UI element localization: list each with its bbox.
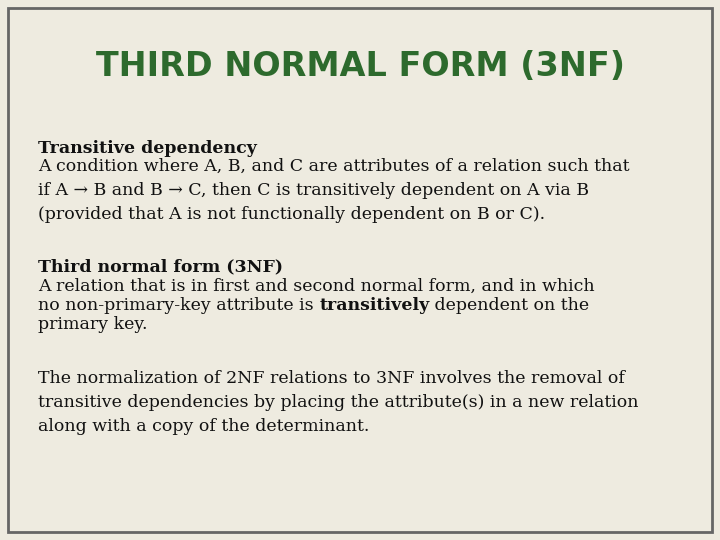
Text: Third normal form (3NF): Third normal form (3NF) xyxy=(38,258,283,275)
Text: transitively: transitively xyxy=(319,297,429,314)
Text: THIRD NORMAL FORM (3NF): THIRD NORMAL FORM (3NF) xyxy=(96,50,624,83)
Text: primary key.: primary key. xyxy=(38,316,148,333)
FancyBboxPatch shape xyxy=(8,8,712,532)
Text: dependent on the: dependent on the xyxy=(429,297,590,314)
Text: no non-primary-key attribute is: no non-primary-key attribute is xyxy=(38,297,319,314)
Text: A condition where A, B, and C are attributes of a relation such that
if A → B an: A condition where A, B, and C are attrib… xyxy=(38,158,629,224)
Text: The normalization of 2NF relations to 3NF involves the removal of
transitive dep: The normalization of 2NF relations to 3N… xyxy=(38,370,639,435)
Text: A relation that is in first and second normal form, and in which: A relation that is in first and second n… xyxy=(38,278,595,295)
Text: Transitive dependency: Transitive dependency xyxy=(38,140,257,157)
